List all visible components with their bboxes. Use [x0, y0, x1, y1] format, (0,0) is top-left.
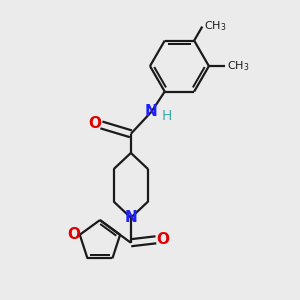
Text: CH$_3$: CH$_3$: [204, 20, 226, 34]
Text: H: H: [162, 109, 172, 123]
Text: N: N: [124, 210, 137, 225]
Text: CH$_3$: CH$_3$: [226, 59, 249, 73]
Text: O: O: [156, 232, 169, 247]
Text: O: O: [68, 226, 80, 242]
Text: N: N: [145, 104, 158, 119]
Text: O: O: [88, 116, 101, 131]
